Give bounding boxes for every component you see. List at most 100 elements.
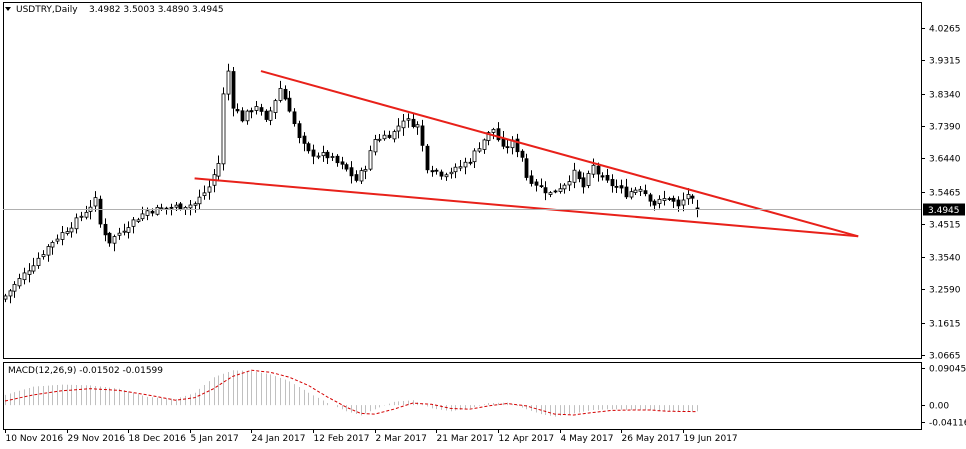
macd-title: MACD(12,26,9) -0.01502 -0.01599	[8, 366, 163, 376]
time-tick-label: 19 Jun 2017	[684, 434, 738, 444]
ohlc-values: 3.4982 3.5003 3.4890 3.4945	[89, 5, 224, 15]
candle-body	[169, 206, 174, 209]
price-tick-label: 3.5465	[929, 189, 961, 199]
candle-body	[468, 161, 473, 164]
current-price-tag	[923, 203, 965, 216]
candle-body	[50, 242, 55, 248]
candle-body	[226, 70, 231, 95]
candle-body	[482, 139, 487, 150]
candle-body	[202, 192, 207, 196]
collapse-triangle-icon[interactable]	[5, 7, 11, 11]
candle-body	[145, 210, 150, 216]
candle-body	[411, 118, 416, 127]
candle-body	[458, 166, 463, 169]
time-tick-label: 12 Apr 2017	[499, 434, 555, 444]
trendline-lower[interactable]	[194, 177, 859, 238]
candle-body	[340, 161, 345, 165]
price-tick-label: 4.0265	[929, 25, 961, 35]
candle-body	[596, 165, 601, 175]
macd-frame	[3, 362, 922, 430]
candle-body	[240, 110, 245, 122]
candle-body	[150, 210, 155, 214]
macd-tick-label: -0.04116	[929, 419, 966, 429]
candle-body	[477, 148, 482, 152]
candle-body	[543, 187, 548, 194]
candle-body	[188, 204, 193, 209]
candle-body	[444, 174, 449, 178]
candle-body	[363, 169, 368, 172]
candle-body	[46, 246, 51, 256]
candle-body	[259, 107, 264, 112]
candle-body	[292, 111, 297, 125]
macd-tick-label: 0.09045	[929, 365, 966, 375]
candle-body	[231, 71, 236, 109]
time-axis: 10 Nov 2016 29 Nov 2016 18 Dec 2016 5 Jan 2…	[5, 429, 738, 444]
candle-body	[430, 170, 435, 173]
candle-body	[254, 106, 259, 111]
candle-body	[316, 155, 321, 158]
candle-body	[463, 161, 468, 168]
candle-body	[614, 185, 619, 188]
candle-body	[12, 283, 17, 292]
price-tick-label: 3.9315	[929, 57, 961, 67]
candle-body	[524, 158, 529, 178]
candle-body	[60, 232, 65, 240]
candle-body	[131, 219, 136, 227]
candle-body	[112, 236, 117, 244]
candle-body	[159, 207, 164, 210]
candle-body	[3, 295, 8, 300]
candle-body	[65, 231, 70, 234]
candle-body	[69, 227, 74, 233]
candle-body	[287, 97, 292, 112]
candle-body	[520, 150, 525, 158]
candle-body	[425, 145, 430, 171]
price-panel[interactable]: 4.0265 3.9315 3.8340 3.7390 3.6440 3.5465 3.45…	[3, 2, 965, 362]
chart-title: USDTRY,Daily	[16, 5, 78, 15]
candle-body	[27, 270, 32, 275]
candle-body	[349, 167, 354, 177]
candle-body	[652, 200, 657, 206]
candle-body	[197, 196, 202, 205]
candle-body	[373, 139, 378, 153]
candle-body	[117, 232, 122, 236]
candle-body	[216, 163, 221, 177]
candle-body	[330, 156, 335, 158]
candle-body	[420, 125, 425, 146]
candle-body	[321, 152, 326, 157]
candle-body	[174, 204, 179, 208]
price-tick-label: 3.4515	[929, 221, 961, 231]
candle-body	[368, 150, 373, 170]
candle-body	[686, 194, 691, 200]
candle-body	[359, 170, 364, 182]
candle-body	[122, 230, 127, 233]
candle-body	[93, 197, 98, 207]
candle-body	[55, 238, 60, 242]
candle-body	[449, 171, 454, 175]
trendline-upper[interactable]	[260, 70, 859, 238]
candle-body	[325, 151, 330, 159]
candle-body	[354, 174, 359, 181]
price-tick-label: 3.7390	[929, 123, 961, 133]
candle-body	[103, 223, 108, 236]
time-tick-label: 5 Jan 2017	[191, 434, 239, 444]
time-tick-label: 26 May 2017	[622, 434, 681, 444]
candle-body	[562, 184, 567, 190]
candle-body	[643, 190, 648, 195]
price-tick-label: 3.0665	[929, 352, 961, 362]
candle-body	[335, 155, 340, 164]
candle-body	[387, 134, 392, 138]
candle-body	[671, 197, 676, 202]
candle-body	[22, 272, 27, 281]
candle-body	[377, 138, 382, 141]
candle-body	[600, 175, 605, 178]
candle-body	[681, 199, 686, 206]
candle-body	[278, 88, 283, 101]
candle-body	[496, 128, 501, 141]
candle-body	[382, 134, 387, 140]
candle-body	[126, 227, 131, 233]
candle-body	[235, 108, 240, 112]
macd-panel[interactable]: 0.09045 0.00 -0.04116	[3, 362, 966, 430]
time-tick-label: 24 Jan 2017	[252, 434, 306, 444]
